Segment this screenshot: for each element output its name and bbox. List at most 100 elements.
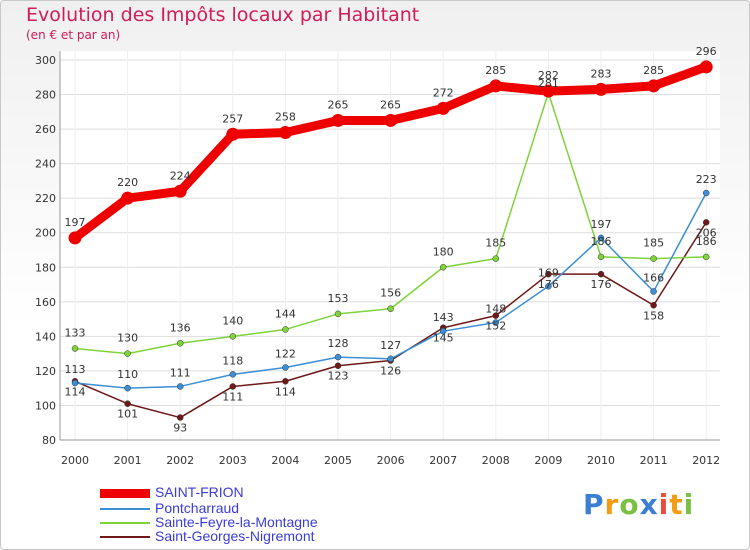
data-label: 180 [433,245,454,258]
data-label: 282 [538,69,559,82]
data-label: 185 [485,237,506,250]
data-label: 126 [380,365,401,378]
data-label: 123 [328,370,349,383]
data-label: 118 [222,354,243,367]
x-tick-label: 2010 [587,454,615,467]
data-point [226,127,240,141]
data-point [702,189,710,197]
data-point [387,305,394,312]
data-label: 93 [173,422,187,435]
data-label: 114 [65,385,86,398]
data-point [384,113,398,127]
x-tick-label: 2003 [219,454,247,467]
x-tick-label: 2008 [482,454,510,467]
data-label: 140 [222,314,243,327]
data-label: 265 [328,98,349,111]
y-tick-label: 100 [35,399,56,412]
data-label: 110 [117,368,138,381]
x-tick-label: 2006 [377,454,405,467]
data-label: 145 [433,332,454,345]
data-point [702,219,710,226]
data-point [492,255,500,262]
data-label: 122 [275,347,296,360]
data-label: 127 [380,339,401,352]
logo-letter: r [604,488,620,521]
data-point [121,191,135,205]
data-point [334,362,342,369]
y-tick-label: 140 [35,330,56,343]
data-label: 285 [485,64,506,77]
data-label: 133 [65,326,86,339]
data-point [436,101,450,115]
data-point [282,326,289,333]
x-tick-label: 2007 [429,454,457,467]
data-label: 152 [485,320,506,333]
data-point [545,270,552,278]
data-label: 143 [433,311,454,324]
data-point [650,288,657,295]
data-point [124,350,131,357]
data-point [68,231,82,245]
data-label: 197 [65,216,86,229]
legend-swatch [100,536,150,538]
x-tick-label: 2009 [534,454,562,467]
data-label: 185 [643,237,664,250]
data-point [173,184,187,198]
data-point [699,60,713,74]
data-point [229,383,237,390]
x-tick-label: 2012 [692,454,720,467]
data-point [176,383,184,390]
logo-letter: i [683,488,695,521]
chart-subtitle: (en € et par an) [26,28,121,42]
data-point [597,253,605,261]
data-label: 186 [591,235,612,248]
data-label: 224 [170,169,191,182]
data-point [492,312,500,319]
data-point [334,310,342,318]
data-point [334,353,342,361]
y-tick-label: 200 [35,227,56,240]
data-label: 258 [275,111,296,124]
y-tick-label: 240 [35,158,56,171]
logo-letter: t [669,488,684,521]
y-tick-label: 300 [35,54,56,67]
data-label: 281 [538,77,559,90]
data-label: 257 [222,112,243,125]
legend-label: Sainte-Feyre-la-Montagne [155,514,318,530]
data-label: 283 [591,67,612,80]
data-label: 113 [65,363,86,376]
y-tick-label: 260 [35,123,56,136]
x-tick-label: 2005 [324,454,352,467]
data-label: 197 [591,218,612,231]
data-point [71,345,79,352]
y-tick-label: 180 [35,261,56,274]
legend-label: Saint-Georges-Nigremont [155,528,315,544]
logo-letter: P [583,488,605,521]
data-label: 186 [696,235,717,248]
data-point [597,270,605,278]
data-point [489,79,503,93]
y-tick-label: 120 [35,365,56,378]
data-label: 176 [591,278,612,291]
data-label: 111 [170,366,191,379]
y-tick-label: 80 [42,434,56,447]
data-label: 220 [117,176,138,189]
data-point [439,327,447,335]
legend-swatch [100,522,150,524]
data-point [650,255,657,262]
data-point [124,384,131,392]
data-label: 128 [328,337,349,350]
legend-label: SAINT-FRION [155,484,244,500]
logo-letter: o [619,488,640,521]
chart-title: Evolution des Impôts locaux par Habitant [26,4,420,26]
data-point [229,333,237,340]
x-tick-label: 2004 [271,454,299,467]
data-point [278,126,292,140]
data-point [282,364,289,371]
data-label: 223 [696,173,717,186]
data-label: 156 [380,287,401,300]
data-label: 296 [696,45,717,58]
data-point [176,414,184,421]
data-point [650,302,657,309]
data-label: 176 [538,278,559,291]
